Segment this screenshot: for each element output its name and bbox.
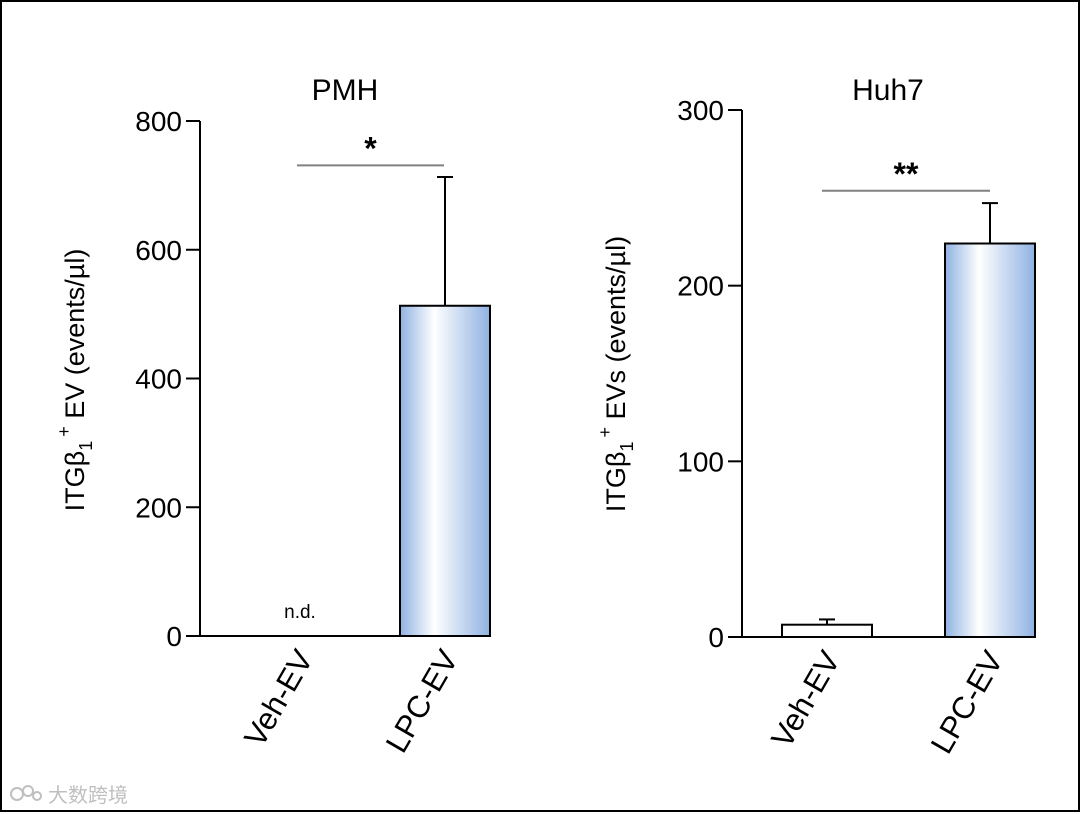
y-tick-label: 0 (166, 621, 182, 652)
panel-pmh-ylabel: ITGβ1+ EV (events/µl) (54, 249, 96, 512)
y-tick-label: 100 (677, 446, 724, 477)
panel-huh7-ylabel: ITGβ1+ EVs (events/µl) (595, 236, 637, 512)
watermark-text: 大数跨境 (48, 783, 128, 807)
annotation-nd: n.d. (284, 602, 316, 623)
watermark-logo-icon (10, 785, 42, 801)
panel-pmh-title: PMH (312, 74, 379, 107)
panel-pmh: PMH ITGβ1+ EV (events/µl) 0200400600800 … (54, 74, 491, 758)
significance-label: * (364, 130, 377, 166)
panel-huh7-y-axis: 0 100 200 300 (677, 95, 743, 653)
y-tick-label: 300 (677, 95, 724, 126)
panel-pmh-bars: n.d. * (200, 130, 491, 637)
y-tick-label: 400 (135, 364, 182, 395)
significance-label: ** (894, 156, 919, 192)
panel-huh7-bars: ** (742, 156, 1036, 639)
bar-LPC-EV (944, 242, 1036, 639)
watermark: 大数跨境 (10, 783, 128, 807)
y-tick-label: 200 (677, 271, 724, 302)
bar-LPC-EV (399, 304, 491, 637)
y-tick-label: 0 (708, 622, 724, 653)
bar-Veh-EV (781, 623, 873, 638)
panel-huh7-title: Huh7 (852, 74, 924, 107)
y-tick-label: 800 (135, 106, 182, 137)
y-tick-label: 600 (135, 235, 182, 266)
panel-pmh-y-axis: 0 200 400 600 800 (135, 106, 201, 652)
y-tick-label: 200 (135, 492, 182, 523)
